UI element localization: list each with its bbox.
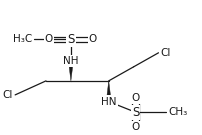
Polygon shape <box>106 81 111 102</box>
Text: H₃C: H₃C <box>13 34 32 44</box>
Polygon shape <box>68 61 73 81</box>
Text: HN: HN <box>100 97 116 107</box>
Text: NH: NH <box>63 56 78 66</box>
Text: S: S <box>67 33 74 46</box>
Text: O: O <box>131 122 139 132</box>
Text: O: O <box>88 34 96 44</box>
Text: Cl: Cl <box>160 48 170 58</box>
Text: O: O <box>45 34 53 44</box>
Text: S: S <box>131 106 139 119</box>
Text: Cl: Cl <box>3 90 13 100</box>
Text: O: O <box>131 93 139 103</box>
Text: CH₃: CH₃ <box>168 107 187 117</box>
